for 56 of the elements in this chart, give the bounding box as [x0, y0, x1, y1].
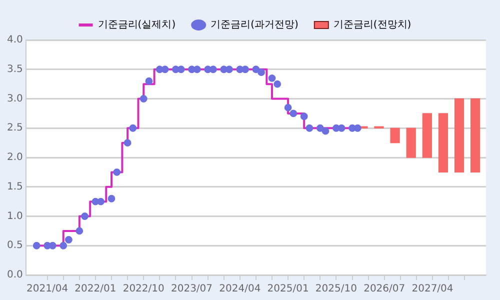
legend-label: 기준금리(전망치) [333, 20, 412, 31]
bar [470, 98, 480, 173]
bar [454, 98, 464, 173]
point [124, 139, 132, 147]
point [306, 124, 314, 132]
point [258, 68, 265, 76]
point [268, 74, 276, 82]
y-tick-label: 3.5 [6, 64, 23, 75]
x-tick-label: 2021/04 [26, 284, 68, 295]
y-tick-label: 3.0 [6, 93, 23, 104]
point [274, 80, 282, 88]
point [316, 124, 324, 132]
point [97, 198, 105, 206]
point [129, 124, 137, 132]
x-tick-label: 2025/01 [267, 284, 309, 295]
point [113, 168, 121, 176]
point [76, 227, 84, 235]
x-tick-label: 2027/04 [412, 284, 454, 295]
point [81, 212, 88, 220]
x-tick-label: 2026/07 [364, 284, 406, 295]
point [193, 66, 201, 74]
point [108, 194, 116, 202]
point [354, 124, 362, 132]
point [145, 77, 153, 85]
x-tick-label: 2025/10 [315, 284, 357, 295]
bar [422, 113, 432, 158]
bar [438, 113, 448, 173]
point [338, 124, 346, 132]
legend-label: 기준금리(과거전망) [210, 20, 298, 31]
point [161, 66, 169, 74]
point [290, 110, 298, 118]
point [226, 66, 233, 74]
point [252, 66, 260, 74]
y-tick-label: 1.5 [6, 181, 23, 192]
y-tick-label: 1.0 [6, 210, 23, 222]
y-tick-label: 0.5 [6, 240, 23, 252]
y-tick-label: 2.5 [6, 122, 23, 134]
bar [406, 128, 416, 158]
x-tick-label: 2022/01 [74, 284, 116, 295]
point [140, 95, 148, 102]
x-tick-label: 2023/07 [170, 284, 213, 295]
point [242, 66, 249, 74]
point [60, 242, 68, 250]
point [284, 104, 292, 112]
point [177, 66, 185, 74]
point [65, 236, 72, 244]
y-tick-label: 4.0 [6, 34, 23, 46]
x-tick-label: 2024/04 [219, 284, 261, 295]
point [300, 112, 308, 120]
x-tick-label: 2022/10 [122, 284, 164, 295]
y-tick-label: 0.0 [6, 270, 23, 281]
point [322, 127, 330, 135]
y-tick-label: 2.0 [6, 152, 23, 164]
legend-label: 기준금리(실제치) [98, 20, 176, 31]
point [32, 242, 40, 250]
bar [390, 128, 400, 144]
